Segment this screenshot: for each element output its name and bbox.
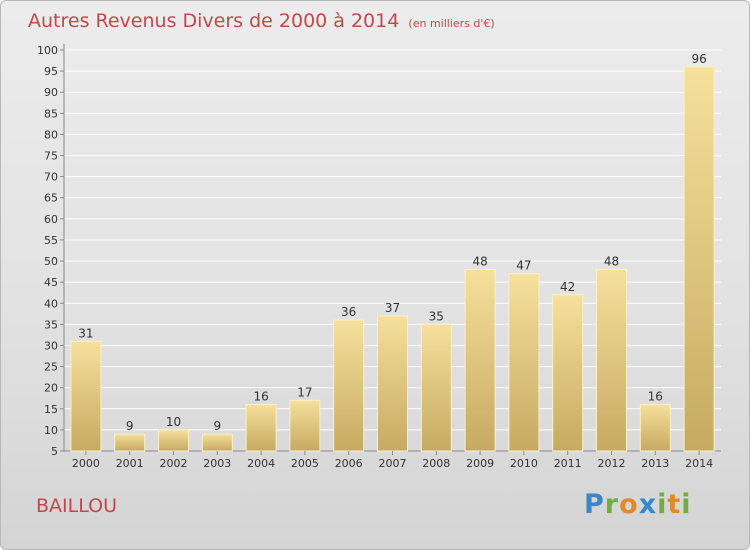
y-tick-label: 5: [51, 445, 58, 458]
bar-value-label: 10: [166, 415, 181, 429]
bar: [464, 268, 496, 452]
y-tick-label: 90: [44, 86, 58, 99]
bar: [158, 429, 189, 452]
y-tick-label: 45: [44, 276, 58, 289]
bar: [333, 319, 365, 452]
y-tick-label: 35: [44, 318, 58, 331]
chart-title: Autres Revenus Divers de 2000 à 2014 (en…: [28, 10, 495, 32]
x-tick-label: 2011: [554, 457, 582, 470]
y-tick-label: 65: [44, 192, 58, 205]
y-tick-label: 55: [44, 234, 58, 247]
bar-value-label: 31: [78, 326, 93, 340]
bar-value-label: 35: [429, 309, 444, 323]
bar-value-label: 48: [472, 254, 487, 268]
y-tick-label: 80: [44, 128, 58, 141]
y-tick-label: 40: [44, 297, 58, 310]
chart-unit: (en milliers d'€): [408, 17, 495, 30]
x-tick-label: 2014: [685, 457, 713, 470]
x-tick-label: 2002: [160, 457, 188, 470]
y-tick-label: 75: [44, 150, 58, 163]
logo-letter: t: [667, 489, 682, 520]
locality-name: BAILLOU: [36, 495, 117, 517]
bar: [596, 268, 627, 452]
y-tick-label: 30: [44, 339, 58, 352]
bar: [201, 433, 233, 452]
x-tick-label: 2004: [247, 457, 275, 470]
bar-value-label: 17: [297, 385, 312, 399]
chart-title-text: Autres Revenus Divers de 2000 à 2014: [28, 10, 400, 32]
logo-letter: P: [584, 489, 605, 520]
bar: [420, 323, 452, 452]
logo-letter: i: [681, 489, 692, 520]
y-tick-label: 25: [44, 361, 58, 374]
y-tick-label: 15: [44, 403, 58, 416]
bar-value-label: 42: [560, 280, 575, 294]
bar: [508, 273, 540, 452]
x-tick-label: 2003: [203, 457, 231, 470]
bar-value-label: 16: [648, 390, 663, 404]
y-tick-label: 50: [44, 255, 58, 268]
y-tick-label: 60: [44, 213, 58, 226]
y-tick-label: 85: [44, 107, 58, 120]
bar-value-label: 9: [213, 419, 221, 433]
logo-letter: r: [604, 489, 620, 520]
x-tick-label: 2012: [598, 457, 626, 470]
bar-value-label: 47: [516, 259, 531, 273]
logo-letter: x: [638, 489, 658, 520]
x-tick-label: 2013: [641, 457, 669, 470]
y-tick-label: 20: [44, 382, 58, 395]
proxiti-logo: Proxiti: [584, 489, 692, 520]
x-tick-label: 2006: [335, 457, 363, 470]
x-tick-label: 2010: [510, 457, 538, 470]
y-tick-label: 95: [44, 65, 58, 78]
bar-value-label: 16: [253, 390, 268, 404]
y-tick-label: 70: [44, 171, 58, 184]
x-tick-label: 2000: [72, 457, 100, 470]
bar: [289, 399, 321, 452]
bar: [639, 404, 671, 452]
logo-letter: i: [657, 489, 668, 520]
y-tick-label: 10: [44, 424, 58, 437]
x-tick-label: 2001: [116, 457, 144, 470]
x-tick-label: 2009: [466, 457, 494, 470]
x-tick-label: 2007: [379, 457, 407, 470]
logo-letter: o: [619, 489, 639, 520]
x-tick-label: 2005: [291, 457, 319, 470]
x-tick-label: 2008: [422, 457, 450, 470]
bar-value-label: 96: [691, 52, 706, 66]
bar-value-label: 37: [385, 301, 400, 315]
bar: [552, 294, 584, 452]
bar: [114, 433, 146, 452]
bar: [70, 340, 102, 452]
bar-value-label: 36: [341, 305, 356, 319]
y-tick-label: 100: [37, 44, 58, 57]
bar: [377, 315, 408, 452]
bar-value-label: 9: [126, 419, 134, 433]
bar: [683, 66, 715, 452]
bar-value-label: 48: [604, 254, 619, 268]
bar: [245, 404, 277, 452]
